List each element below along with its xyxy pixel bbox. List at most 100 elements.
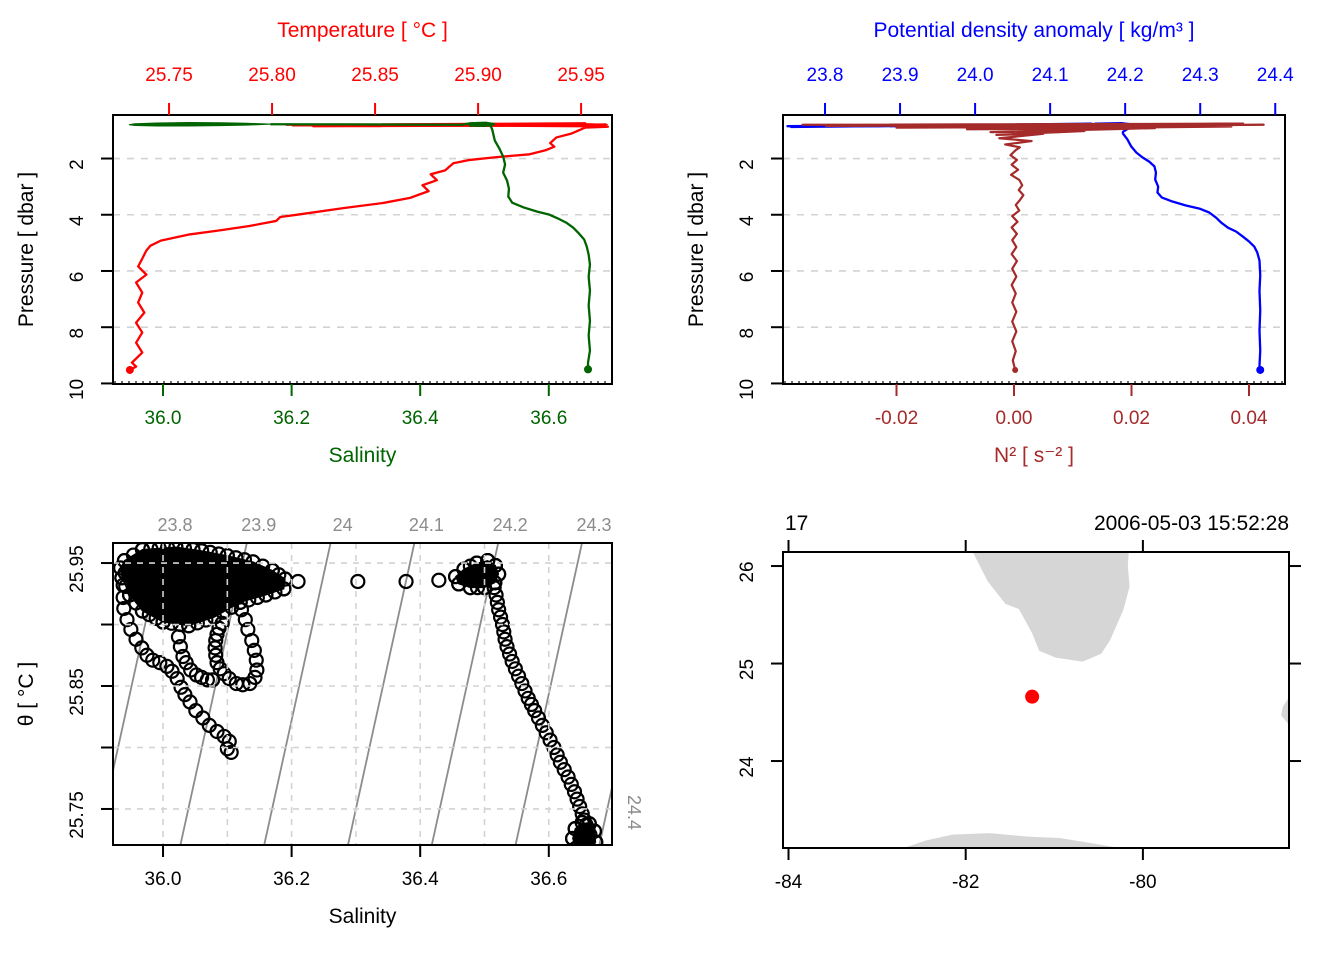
- scatter-point: [215, 604, 231, 620]
- bottom-tick-label: 36.2: [273, 869, 310, 890]
- scatter-point: [527, 703, 543, 719]
- top-tick-label: 23.9: [882, 65, 919, 86]
- top-tick-label: 24.1: [1032, 65, 1069, 86]
- scatter-point: [145, 652, 161, 668]
- bottom-tick-label: -0.02: [875, 408, 918, 429]
- scatter-point: [552, 754, 568, 770]
- series-salinity: [269, 121, 592, 371]
- scatter-point: [488, 587, 504, 603]
- scatter-point: [504, 653, 520, 670]
- scatter-point: [245, 554, 261, 570]
- isopycnal-line: [514, 543, 583, 845]
- series-end-dot: [1012, 366, 1019, 373]
- scatter-point: [258, 587, 274, 603]
- bottom-tick-label: 36.2: [273, 408, 310, 429]
- scatter-point: [119, 612, 135, 628]
- scatter-point: [489, 594, 505, 610]
- isopycnal-label: 23.9: [241, 515, 276, 535]
- panel-frame: [782, 114, 1286, 385]
- series-temperature: [128, 122, 610, 372]
- top-tick-label: 25.95: [557, 65, 605, 86]
- left-tick-label: 26: [737, 561, 758, 582]
- scatter-point: [469, 555, 485, 571]
- scatter-point: [487, 557, 504, 574]
- scatter-point: [491, 566, 507, 582]
- scatter-point: [214, 615, 230, 631]
- scatter-point: [499, 639, 515, 655]
- panel-temperature-salinity-profile: 25.75 25.80 25.85 25.90 25.95 Temperature [ °…: [15, 19, 613, 467]
- scatter-point: [173, 679, 189, 695]
- scatter-point: [248, 652, 264, 668]
- scatter-point: [569, 791, 585, 807]
- left-tick-label: 25.95: [67, 545, 88, 593]
- bottom-tick-label: 0.02: [1113, 408, 1150, 429]
- left-tick-label: 2: [67, 159, 88, 170]
- panel-frame: [112, 542, 613, 846]
- scatter-point: [497, 631, 513, 647]
- scatter-point: [163, 615, 180, 631]
- station-dot: [1025, 689, 1040, 704]
- land-cuba: [903, 833, 1140, 848]
- scatter-point: [246, 642, 262, 658]
- panel-frame: [782, 551, 1290, 849]
- scatter-point: [199, 672, 215, 688]
- series-salinity-surface-lens: [128, 122, 272, 127]
- scatter-point: [556, 762, 572, 778]
- scatter-point: [431, 572, 447, 588]
- panel-frame: [112, 114, 613, 385]
- plot-area: [903, 552, 1289, 848]
- top-axis-title: Potential density anomaly [ kg/m³ ]: [874, 19, 1195, 42]
- scatter-point: [469, 580, 486, 596]
- scatter-point: [576, 847, 589, 860]
- top-tick-label: 23.8: [807, 65, 844, 86]
- panel-ts-diagram: 23.8 23.9 24 24.1 24.2 24.3 24.4 36.0 36.2 36.4 36…: [15, 515, 644, 928]
- scatter-point: [542, 732, 558, 748]
- top-tick-label: 25.75: [145, 65, 193, 86]
- scatter-point: [178, 655, 194, 671]
- scatter-point: [223, 744, 239, 761]
- scatter-point: [492, 609, 509, 625]
- scatter-point: [491, 602, 507, 618]
- left-tick-label: 4: [737, 215, 758, 226]
- bottom-tick-label: 36.6: [530, 408, 567, 429]
- scatter-point: [398, 573, 414, 590]
- isopycnal-side-label: 24.4: [624, 795, 644, 830]
- top-tick-label: 24.3: [1182, 65, 1219, 86]
- plot-area: [783, 121, 1285, 374]
- top-axis-title: Temperature [ °C ]: [277, 19, 448, 42]
- scatter-point: [486, 580, 502, 596]
- scatter-point: [189, 615, 205, 631]
- scatter-point: [151, 543, 167, 556]
- bottom-tick-label: -84: [775, 872, 803, 893]
- bottom-tick-label: 36.0: [145, 408, 182, 429]
- scatter-point: [290, 573, 306, 590]
- scatter-point: [221, 671, 237, 687]
- scatter-point: [496, 624, 512, 640]
- bottom-tick-label: -82: [952, 872, 979, 893]
- scatter-point: [350, 573, 366, 590]
- scatter-point: [560, 769, 576, 785]
- scatter-point: [143, 543, 159, 557]
- scatter-point: [237, 612, 253, 628]
- scatter-point: [224, 599, 240, 615]
- bottom-tick-label: 36.6: [530, 869, 567, 890]
- scatter-point: [221, 733, 237, 749]
- isopycnal-line: [263, 543, 332, 845]
- scatter-point: [249, 662, 265, 678]
- scatter-point: [501, 646, 518, 662]
- left-tick-label: 8: [737, 328, 758, 339]
- left-tick-label: 6: [737, 272, 758, 283]
- left-tick-label: 10: [737, 379, 758, 400]
- bottom-tick-label: 0.00: [996, 408, 1033, 429]
- scatter-point: [168, 543, 184, 555]
- left-tick-label: 24: [737, 756, 758, 778]
- scatter-point: [236, 552, 253, 568]
- scatter-point: [181, 618, 197, 634]
- scatter-point: [244, 632, 260, 649]
- scatter-point: [198, 612, 214, 628]
- scatter-point: [510, 668, 527, 684]
- scatter-point: [232, 594, 248, 610]
- scatter-point: [235, 677, 251, 693]
- series-end-dot: [125, 365, 134, 374]
